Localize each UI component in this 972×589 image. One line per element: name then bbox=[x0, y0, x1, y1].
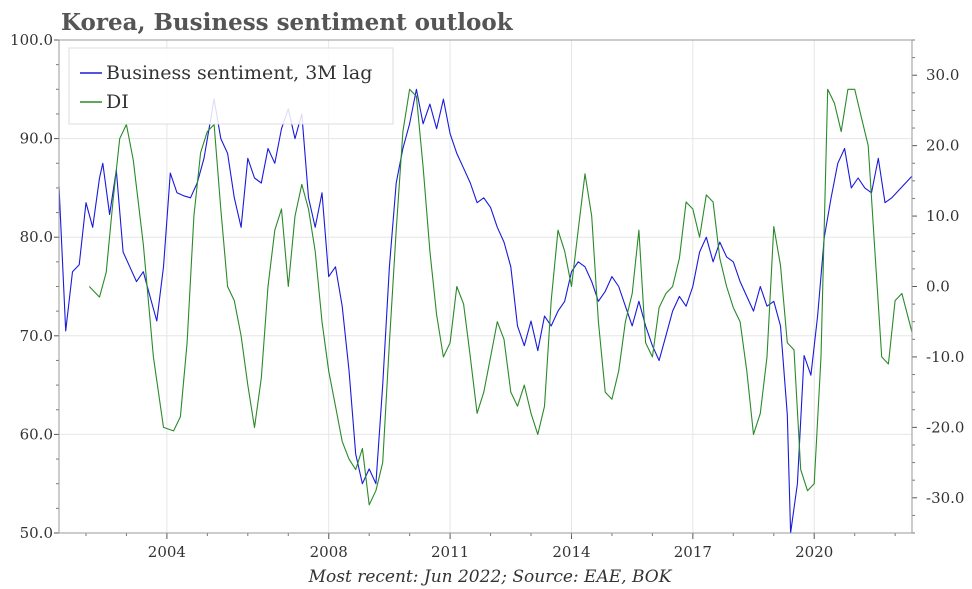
right-tick-label: 10.0 bbox=[926, 207, 959, 225]
left-tick-label: 90.0 bbox=[20, 130, 53, 148]
plot-frame bbox=[58, 39, 913, 534]
x-tick-label: 2008 bbox=[310, 543, 348, 561]
series-line-business-sentiment bbox=[58, 88, 913, 534]
x-tick-label: 2011 bbox=[431, 543, 469, 561]
right-tick-label: -20.0 bbox=[926, 418, 964, 436]
x-tick-label: 2014 bbox=[552, 543, 590, 561]
right-axis: 30.0 20.0 10.0 0.0 -10.0 -20.0 -30.0 bbox=[912, 39, 964, 534]
legend-label-di: DI bbox=[106, 91, 129, 113]
x-tick-label: 2004 bbox=[148, 543, 186, 561]
chart-footnote: Most recent: Jun 2022; Source: EAE, BOK bbox=[308, 567, 673, 587]
x-tick-label: 2017 bbox=[674, 543, 712, 561]
right-tick-label: -30.0 bbox=[926, 489, 964, 507]
right-tick-label: 20.0 bbox=[926, 137, 959, 155]
legend-box bbox=[68, 47, 394, 125]
plot-lines bbox=[58, 88, 913, 534]
series-line-di bbox=[88, 88, 913, 506]
right-tick-label: -10.0 bbox=[926, 348, 964, 366]
x-tick-label: 2020 bbox=[795, 543, 833, 561]
left-tick-label: 100.0 bbox=[10, 31, 53, 49]
left-tick-label: 80.0 bbox=[20, 228, 53, 246]
left-tick-label: 50.0 bbox=[20, 524, 53, 542]
chart-title: Korea, Business sentiment outlook bbox=[61, 9, 514, 36]
left-axis: 100.0 90.0 80.0 70.0 60.0 50.0 bbox=[10, 31, 59, 542]
legend: Business sentiment, 3M lag DI bbox=[68, 47, 394, 125]
right-tick-label: 0.0 bbox=[926, 278, 950, 296]
left-tick-label: 60.0 bbox=[20, 425, 53, 443]
legend-label-business-sentiment: Business sentiment, 3M lag bbox=[106, 62, 372, 84]
right-tick-label: 30.0 bbox=[926, 66, 959, 84]
left-tick-label: 70.0 bbox=[20, 327, 53, 345]
x-axis: 2004 2008 2011 2014 2017 2020 bbox=[85, 533, 896, 561]
